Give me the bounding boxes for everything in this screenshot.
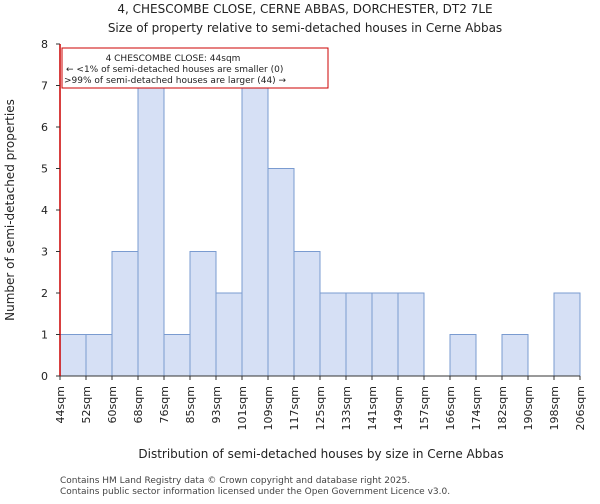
bar xyxy=(267,168,295,377)
bar xyxy=(501,334,529,377)
bar xyxy=(241,85,269,377)
y-tick-label: 8 xyxy=(41,38,48,51)
x-tick-label: 85sqm xyxy=(184,386,197,423)
annotation-line-1: 4 CHESCOMBE CLOSE: 44sqm xyxy=(106,54,241,64)
x-tick-label: 198sqm xyxy=(548,386,561,430)
x-ticks-group: 44sqm 52sqm 60sqm 68sqm 76sqm 85sqm 93sqm 101sq… xyxy=(54,376,587,430)
x-tick-label: 182sqm xyxy=(496,386,509,430)
bar xyxy=(345,292,373,377)
x-tick-label: 133sqm xyxy=(340,386,353,430)
x-tick-label: 68sqm xyxy=(132,386,145,423)
bar xyxy=(319,292,347,377)
x-tick-label: 101sqm xyxy=(236,386,249,430)
bar xyxy=(189,251,217,377)
y-ticks-group: 0 1 2 3 4 5 6 7 8 xyxy=(41,38,60,383)
x-tick-label: 44sqm xyxy=(54,386,67,423)
y-tick-label: 5 xyxy=(41,163,48,176)
y-tick-label: 4 xyxy=(41,204,48,217)
x-tick-label: 174sqm xyxy=(470,386,483,430)
annotation-border xyxy=(61,47,329,89)
y-axis-label: Number of semi-detached properties xyxy=(3,99,17,321)
y-tick-label: 0 xyxy=(41,370,48,383)
bar xyxy=(85,334,113,377)
bars-group xyxy=(59,85,581,377)
x-tick-label: 206sqm xyxy=(574,386,587,430)
y-tick-label: 2 xyxy=(41,287,48,300)
x-tick-label: 93sqm xyxy=(210,386,223,423)
annotation-box: 4 CHESCOMBE CLOSE: 44sqm ← <1% of semi-d… xyxy=(61,47,329,89)
x-tick-label: 190sqm xyxy=(522,386,535,430)
x-tick-label: 149sqm xyxy=(392,386,405,430)
x-tick-label: 117sqm xyxy=(288,386,301,430)
bar xyxy=(111,251,139,377)
x-tick-label: 60sqm xyxy=(106,386,119,423)
y-tick-label: 7 xyxy=(41,80,48,93)
chart-title: 4, CHESCOMBE CLOSE, CERNE ABBAS, DORCHES… xyxy=(117,2,492,16)
bar xyxy=(553,292,581,377)
x-tick-label: 109sqm xyxy=(262,386,275,430)
x-tick-label: 125sqm xyxy=(314,386,327,430)
bar xyxy=(215,292,243,377)
annotation-line-3: >99% of semi-detached houses are larger … xyxy=(64,76,287,86)
x-tick-label: 76sqm xyxy=(158,386,171,423)
footer-line-2: Contains public sector information licen… xyxy=(60,487,450,497)
x-tick-label: 166sqm xyxy=(444,386,457,430)
bar xyxy=(137,85,165,377)
y-tick-label: 6 xyxy=(41,121,48,134)
y-tick-label: 3 xyxy=(41,246,48,259)
bar xyxy=(163,334,191,377)
bar xyxy=(397,292,425,377)
y-tick-label: 1 xyxy=(41,329,48,342)
chart-subtitle: Size of property relative to semi-detach… xyxy=(108,21,502,35)
bar xyxy=(293,251,321,377)
x-axis-label: Distribution of semi-detached houses by … xyxy=(138,447,503,461)
x-tick-label: 157sqm xyxy=(418,386,431,430)
x-tick-label: 52sqm xyxy=(80,386,93,423)
bar xyxy=(449,334,477,377)
x-tick-label: 141sqm xyxy=(366,386,379,430)
annotation-line-2: ← <1% of semi-detached houses are smalle… xyxy=(66,65,283,75)
bar xyxy=(371,292,399,377)
footer-line-1: Contains HM Land Registry data © Crown c… xyxy=(60,476,410,486)
bar xyxy=(59,334,87,377)
